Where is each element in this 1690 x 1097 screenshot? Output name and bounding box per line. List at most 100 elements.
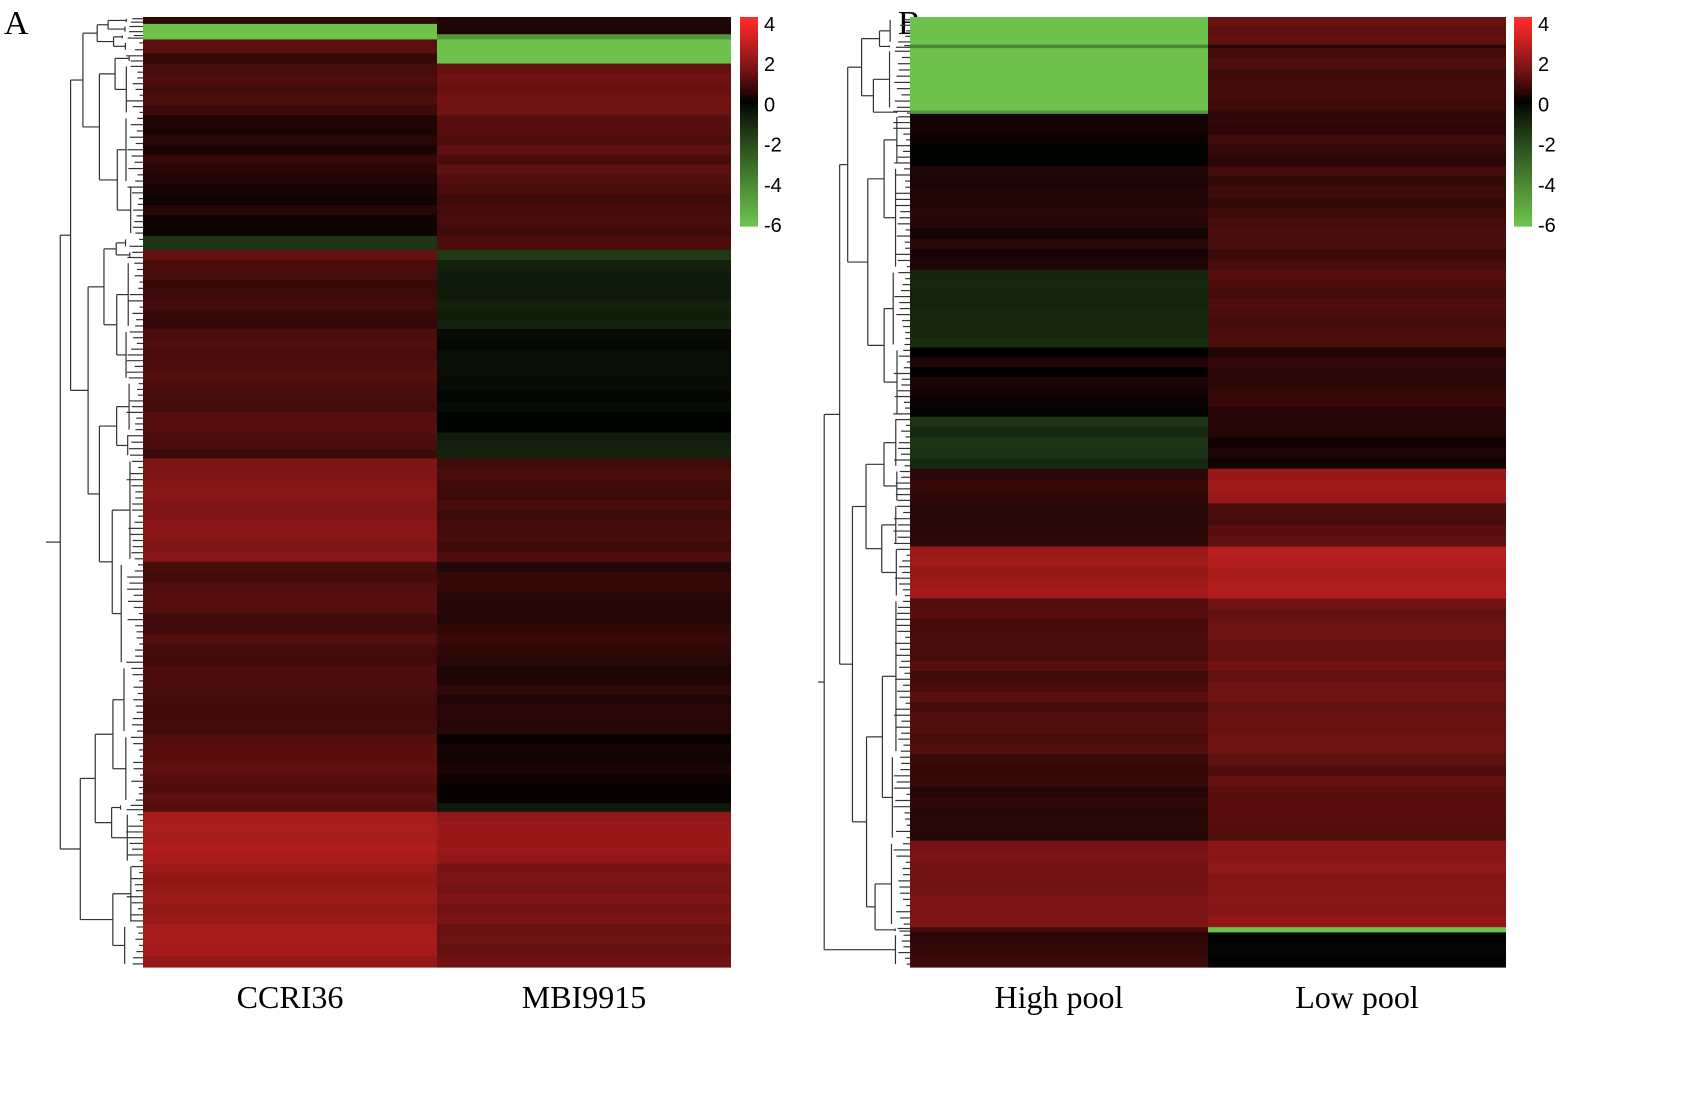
heatmap-cell <box>437 164 731 175</box>
heatmap-cell <box>143 339 437 351</box>
heatmap-cell <box>143 842 437 854</box>
colorbar-swatch <box>740 219 758 224</box>
heatmap-cell <box>143 422 437 434</box>
colorbar-swatch <box>1514 62 1532 67</box>
heatmap-cell <box>910 279 1208 290</box>
heatmap-cell <box>143 17 437 25</box>
heatmap-cell <box>1208 35 1506 46</box>
heatmap-cell <box>1208 524 1506 537</box>
panel-a-label: A <box>4 5 29 42</box>
heatmap-cell <box>1208 427 1506 439</box>
heatmap-cell <box>437 613 731 625</box>
heatmap-cell <box>910 808 1208 820</box>
dendrogram-leaves <box>895 470 910 501</box>
heatmap-cell <box>143 391 437 403</box>
heatmap-cell <box>1208 577 1506 589</box>
heatmap-cell <box>437 684 731 696</box>
heatmap-cell <box>143 551 437 563</box>
heatmap-cell <box>437 34 731 41</box>
dendrogram-leaves <box>125 331 143 379</box>
heatmap-cell <box>910 743 1208 755</box>
heatmap-cell <box>143 572 437 584</box>
colorbar-tick-label: -4 <box>764 175 782 197</box>
heatmap-cell <box>1208 437 1506 449</box>
heatmap-cell <box>1208 491 1506 504</box>
heatmap-cell <box>1208 44 1506 49</box>
colorbar-swatch <box>740 131 758 137</box>
colorbar-swatch <box>740 44 758 49</box>
heatmap-cell <box>910 480 1208 493</box>
dendrogram-leaves <box>890 843 910 925</box>
colorbar-tick-label: 2 <box>1538 54 1549 76</box>
colorbar-tick-label: 0 <box>1538 94 1549 116</box>
colorbar-swatch <box>740 121 758 126</box>
heatmap-cell <box>910 406 1208 418</box>
heatmap-cell <box>1208 124 1506 136</box>
dendrogram-leaves <box>121 34 143 39</box>
heatmap-cell <box>437 644 731 656</box>
heatmap-cell <box>910 468 1208 481</box>
heatmap-cell <box>437 289 731 301</box>
heatmap-cell <box>910 851 1208 863</box>
colorbar-swatch <box>740 215 758 220</box>
heatmap-cell <box>1208 671 1506 683</box>
heatmap-cell <box>910 829 1208 842</box>
dendrogram-leaves <box>127 435 143 456</box>
heatmap-cell <box>1208 337 1506 349</box>
heatmap-cell <box>910 754 1208 766</box>
dendrogram-leaves <box>124 926 143 965</box>
heatmap-cell <box>437 489 731 501</box>
heatmap-cell <box>437 468 731 480</box>
heatmap-cell <box>910 927 1208 933</box>
colorbar-swatch <box>1514 166 1532 171</box>
colorbar-swatch <box>1514 107 1532 112</box>
colorbar-swatch <box>740 135 758 140</box>
colorbar-swatch <box>1514 198 1532 203</box>
colorbar-swatch <box>740 128 758 133</box>
heatmap-cell <box>1208 406 1506 418</box>
heatmap-cell <box>1208 447 1506 459</box>
colorbar-swatch <box>740 184 758 189</box>
heatmap-cell <box>1208 458 1506 470</box>
heatmap-cell <box>143 489 437 501</box>
heatmap-cell <box>437 903 731 915</box>
heatmap-cell <box>143 432 437 442</box>
heatmap-cell <box>1208 514 1506 526</box>
colorbar-swatch <box>740 17 758 22</box>
heatmap-cell <box>1208 650 1506 662</box>
heatmap-cell <box>437 449 731 459</box>
heatmap-cell <box>437 104 731 116</box>
colorbar-swatch <box>740 194 758 199</box>
heatmap-cell <box>437 144 731 156</box>
heatmap-cell <box>910 691 1208 703</box>
heatmap-cell <box>437 370 731 382</box>
heatmap-cell <box>1208 894 1506 907</box>
heatmap-cell <box>910 819 1208 831</box>
heatmap-cell <box>143 154 437 166</box>
colorbar-swatch <box>740 79 758 84</box>
heatmap-cell <box>143 541 437 553</box>
heatmap-cell <box>1208 927 1506 933</box>
heatmap-cell <box>910 238 1208 250</box>
heatmap-cell <box>437 319 731 330</box>
heatmap-cell <box>143 744 437 755</box>
colorbar-swatch <box>1514 65 1532 70</box>
colorbar-swatch <box>1514 219 1532 224</box>
heatmap-cell <box>910 165 1208 177</box>
colorbar-swatch <box>1514 145 1532 150</box>
heatmap-cell <box>1208 289 1506 300</box>
heatmap-cell <box>143 184 437 196</box>
heatmap-cell <box>910 916 1208 928</box>
heatmap-cell <box>910 113 1208 125</box>
heatmap-cell <box>437 174 731 185</box>
heatmap-cell <box>143 763 437 775</box>
colorbar-swatch <box>740 107 758 112</box>
dendrogram-leaves <box>894 934 910 965</box>
heatmap-cell <box>910 524 1208 537</box>
dendrogram-leaves <box>891 756 910 839</box>
colorbar-swatch <box>1514 208 1532 213</box>
heatmap-cell <box>437 329 731 341</box>
heatmap-cell <box>437 279 731 291</box>
heatmap-cell <box>910 840 1208 853</box>
